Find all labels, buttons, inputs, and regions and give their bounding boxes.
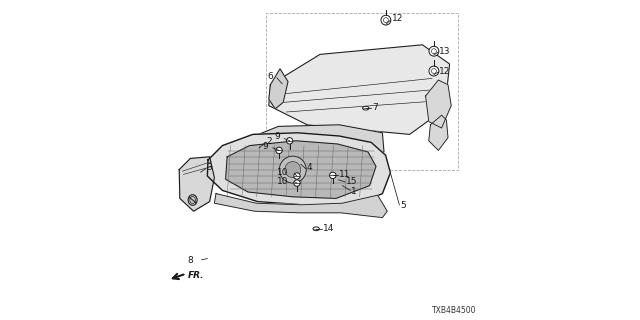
Circle shape	[381, 15, 391, 25]
Ellipse shape	[363, 106, 369, 110]
Circle shape	[279, 156, 306, 183]
Circle shape	[429, 46, 439, 56]
Text: FR.: FR.	[188, 271, 205, 280]
Polygon shape	[226, 141, 376, 198]
Circle shape	[330, 172, 336, 179]
Text: 3: 3	[207, 164, 212, 172]
Text: 10: 10	[276, 168, 288, 177]
Text: 8: 8	[188, 256, 193, 265]
Ellipse shape	[189, 196, 196, 204]
Text: 6: 6	[267, 72, 273, 81]
Text: 4: 4	[307, 164, 312, 172]
Text: 12: 12	[440, 67, 451, 76]
Polygon shape	[269, 45, 450, 134]
Circle shape	[276, 147, 282, 154]
Circle shape	[429, 66, 439, 76]
Text: 11: 11	[339, 170, 350, 179]
Text: 15: 15	[346, 177, 357, 186]
Ellipse shape	[313, 227, 319, 231]
Text: 9: 9	[262, 142, 268, 151]
Text: 12: 12	[392, 14, 403, 23]
Circle shape	[294, 180, 300, 186]
Circle shape	[287, 138, 293, 144]
Polygon shape	[429, 115, 448, 150]
Text: 14: 14	[323, 224, 334, 233]
Text: 7: 7	[372, 103, 378, 112]
Text: 13: 13	[440, 47, 451, 56]
Circle shape	[294, 173, 300, 179]
Text: 9: 9	[275, 132, 280, 141]
Polygon shape	[207, 133, 390, 208]
Text: 2: 2	[267, 137, 272, 146]
Polygon shape	[243, 125, 384, 157]
Bar	[266, 13, 458, 170]
Polygon shape	[179, 157, 214, 211]
Text: 5: 5	[400, 201, 406, 210]
Text: TXB4B4500: TXB4B4500	[432, 306, 477, 315]
Circle shape	[285, 162, 301, 178]
Polygon shape	[426, 80, 451, 128]
Text: 1: 1	[351, 187, 357, 196]
Polygon shape	[269, 69, 288, 109]
Text: 10: 10	[276, 177, 288, 186]
Polygon shape	[214, 194, 387, 218]
Ellipse shape	[188, 195, 197, 205]
